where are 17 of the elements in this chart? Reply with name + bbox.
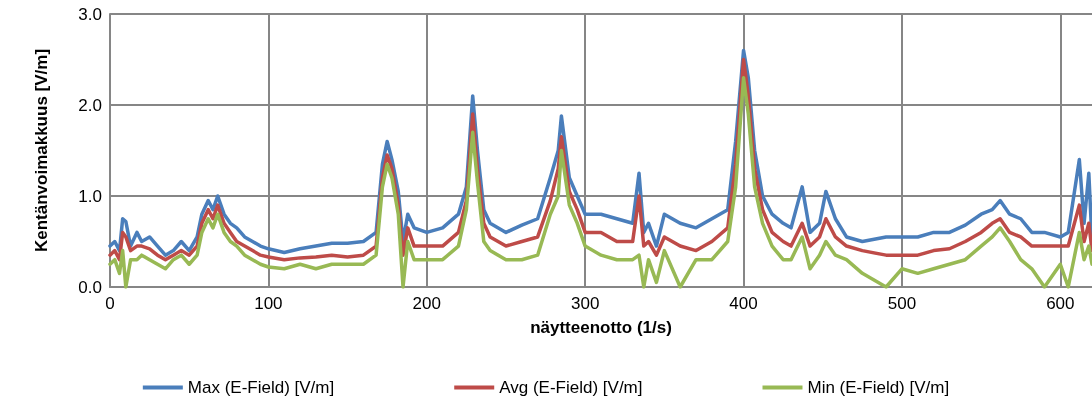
x-axis-title: näytteenotto (1/s) [530,318,672,337]
x-tick-label: 400 [729,294,758,313]
legend-label: Min (E-Field) [V/m] [807,378,950,397]
y-tick-label: 1.0 [78,186,102,206]
legend-label: Avg (E-Field) [V/m] [499,378,643,397]
y-axis-title: Kentänvoimakkuus [V/m] [32,48,51,253]
x-tick-label: 600 [1046,294,1075,313]
x-tick-label: 200 [412,294,441,313]
y-tick-label: 0.0 [78,277,102,297]
line-series [108,75,1092,289]
x-tick-label: 300 [570,294,600,313]
x-tick-label: 0 [105,294,115,313]
y-tick-label: 2.0 [78,95,102,115]
y-tick-label: 3.0 [78,4,102,24]
x-tick-label: 100 [254,294,283,313]
legend-label: Max (E-Field) [V/m] [187,378,335,397]
x-tick-label: 500 [887,294,917,313]
